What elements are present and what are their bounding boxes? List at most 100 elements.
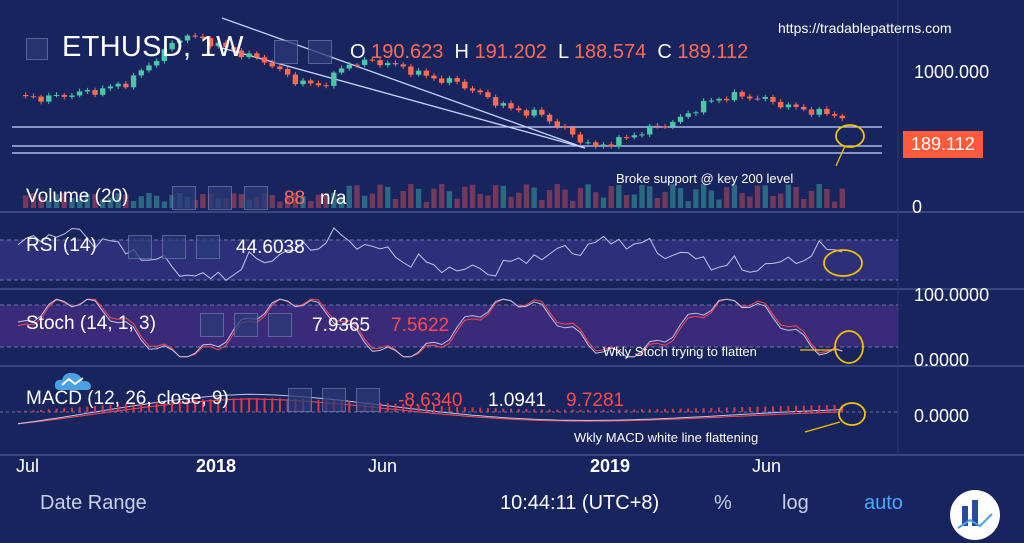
macd-hist-bar: [209, 398, 212, 412]
candle-body: [361, 59, 368, 65]
candle-body: [408, 66, 414, 75]
time-tick: 2018: [196, 456, 237, 476]
volume-bar: [716, 199, 722, 208]
volume-bar: [107, 197, 114, 208]
macd-hist-bar: [248, 398, 251, 412]
macd-hist-bar: [132, 403, 135, 412]
macd-hist-bar: [764, 406, 767, 412]
volume-bar: [608, 186, 614, 208]
gear-icon[interactable]: [308, 40, 332, 64]
volume-bar: [400, 190, 406, 208]
volume-bar: [200, 194, 206, 208]
rsi-value: 44.6038: [236, 237, 305, 258]
candle-body: [369, 59, 376, 61]
volume-bar: [801, 199, 807, 208]
candle-body: [138, 70, 144, 76]
annotation-support: Broke support @ key 200 level: [616, 171, 794, 186]
macd-hist-bar: [433, 405, 435, 412]
macd-hist-bar: [232, 398, 235, 412]
candle-body: [577, 134, 584, 143]
log-toggle[interactable]: log: [782, 492, 809, 514]
volume-bar: [69, 197, 75, 208]
close-icon[interactable]: [268, 313, 292, 337]
macd-hist-bar: [263, 398, 266, 412]
candle-body: [439, 78, 445, 83]
volume-bar: [361, 195, 368, 208]
trend-line: [221, 17, 586, 149]
candle-body: [177, 40, 183, 43]
candle-body: [392, 63, 399, 65]
candle-body: [223, 42, 229, 48]
macd-hist-bar: [587, 409, 590, 412]
volume-bar: [824, 188, 830, 208]
macd-signal-line: [17, 398, 843, 425]
macd-hist-bar: [540, 409, 543, 412]
macd-hist-bar: [171, 400, 174, 412]
candle-body: [115, 83, 121, 87]
candle-body: [469, 88, 476, 91]
annotation-stoch: Wkly Stoch trying to flatten: [603, 344, 757, 359]
stoch-d-line: [17, 298, 843, 358]
candle-body: [523, 110, 530, 116]
eye-icon[interactable]: [200, 313, 224, 337]
candle-body: [323, 85, 329, 87]
candle-body: [831, 113, 838, 116]
trend-line: [221, 47, 586, 149]
volume-bar: [369, 193, 376, 208]
eye-icon[interactable]: [288, 388, 312, 412]
percent-toggle[interactable]: %: [714, 492, 732, 514]
volume-bar: [277, 201, 283, 208]
macd-hist-bar: [32, 410, 35, 412]
volume-bar: [161, 201, 168, 208]
candle-body: [777, 101, 784, 108]
volume-bar: [593, 192, 599, 208]
eye-icon[interactable]: [274, 40, 298, 64]
macd-hist-bar: [240, 398, 243, 412]
candle-body: [431, 75, 437, 79]
candle-body: [184, 35, 191, 41]
eye-icon[interactable]: [128, 235, 152, 259]
volume-bar: [531, 187, 537, 208]
collapse-icon[interactable]: [26, 38, 48, 60]
volume-bar: [38, 196, 44, 208]
macd-hist-bar: [556, 409, 559, 412]
volume-bar: [770, 195, 776, 208]
close-icon[interactable]: [244, 186, 268, 210]
volume-bar: [61, 193, 67, 208]
gear-icon[interactable]: [162, 235, 186, 259]
volume-bar: [408, 184, 414, 208]
macd-hist-bar: [802, 405, 805, 412]
date-range-button[interactable]: Date Range: [40, 492, 147, 514]
macd-hist-bar: [664, 408, 667, 412]
volume-bar: [377, 184, 383, 208]
gear-icon[interactable]: [208, 186, 232, 210]
close-icon[interactable]: [356, 388, 380, 412]
close-icon[interactable]: [196, 235, 220, 259]
gear-icon[interactable]: [322, 388, 346, 412]
macd-hist-bar: [448, 406, 451, 412]
volume-bar: [231, 193, 237, 208]
volume-bar: [762, 185, 768, 208]
cloud-logo-icon: [52, 368, 94, 394]
volume-bar: [685, 201, 691, 208]
macd-hist-bar: [610, 409, 613, 412]
macd-signal-value: 9.7281: [566, 390, 625, 411]
macd-hist-bar: [571, 409, 574, 412]
macd-hist-bar: [594, 409, 597, 412]
volume-bar: [30, 193, 37, 208]
time-tick: Jun: [368, 456, 398, 476]
macd-hist-bar: [271, 398, 274, 412]
candles: [23, 32, 845, 150]
candle-body: [539, 109, 545, 115]
candle-body: [354, 64, 360, 66]
macd-hist-bar: [679, 408, 682, 412]
macd-hist-bar: [86, 406, 89, 412]
candle-body: [516, 108, 522, 111]
auto-toggle[interactable]: auto: [864, 492, 903, 514]
candle-body: [153, 60, 160, 66]
candle-body: [716, 98, 722, 101]
candle-body: [192, 35, 198, 37]
candle-body: [508, 103, 514, 109]
gear-icon[interactable]: [234, 313, 258, 337]
eye-icon[interactable]: [172, 186, 196, 210]
